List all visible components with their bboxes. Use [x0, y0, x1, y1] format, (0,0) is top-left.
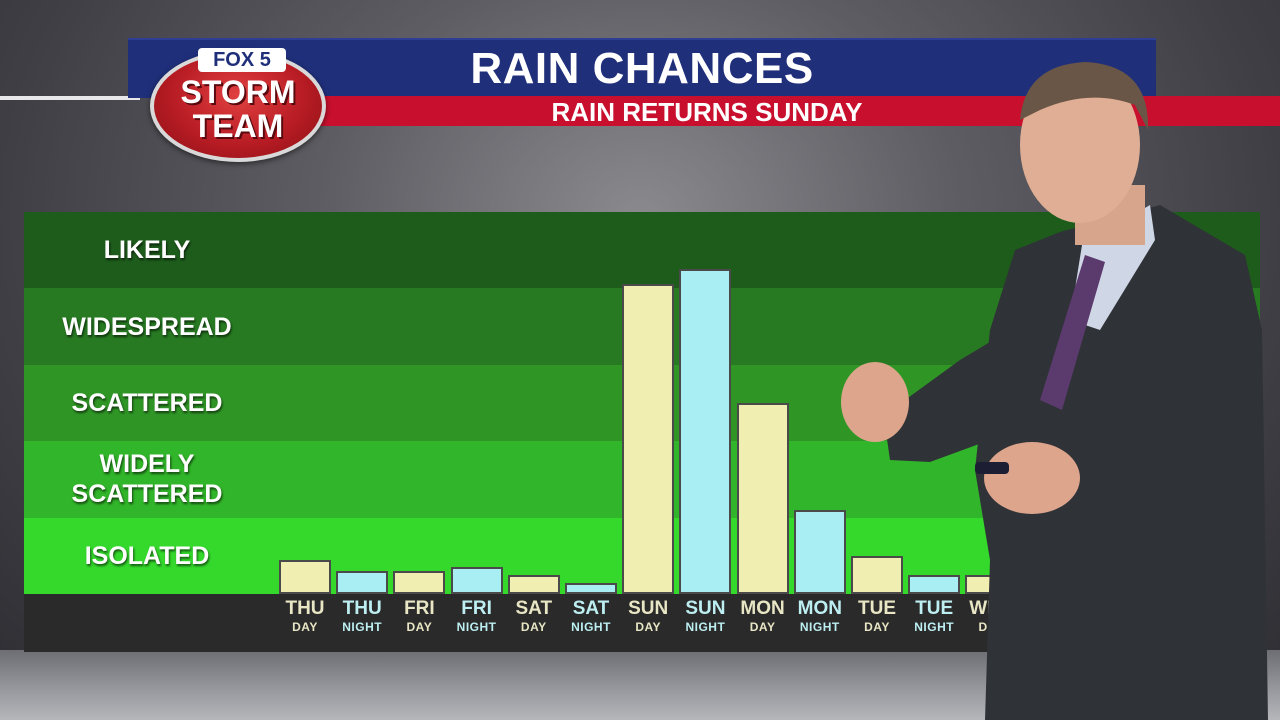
background-streak [0, 96, 140, 100]
x-tick-day: TUE [915, 598, 954, 619]
x-tick-part: NIGHT [571, 620, 611, 634]
bar-tue-night [908, 574, 961, 594]
x-tick-label: TUE DAY [849, 598, 905, 634]
x-tick-label: FRI DAY [391, 598, 447, 634]
x-tick-label: SUN NIGHT [677, 598, 733, 634]
bar-fri-day [393, 571, 446, 594]
fox5-storm-team-logo: FOX 5 STORM TEAM [150, 48, 326, 162]
x-tick-label: MON NIGHT [792, 598, 848, 634]
x-tick-label: TUE NIGHT [906, 598, 962, 634]
x-tick-day: FRI [404, 598, 435, 619]
level-label-line: SCATTERED [71, 389, 223, 417]
bar-sun-day [622, 283, 675, 594]
bar-sat-day [507, 574, 560, 594]
x-tick-day: SAT [572, 598, 610, 619]
level-label: ISOLATED [24, 541, 270, 571]
level-label-line: WIDESPREAD [62, 312, 232, 341]
x-tick-day: THU [285, 598, 325, 619]
x-tick-part: NIGHT [456, 620, 497, 634]
level-label: SCATTERED [24, 388, 270, 418]
bar-mon-day [736, 403, 789, 594]
x-tick-day: SUN [685, 598, 726, 619]
x-tick-day: SAT [515, 598, 553, 619]
x-tick-part: DAY [520, 620, 547, 634]
x-tick-part: DAY [864, 620, 890, 634]
x-tick-label: THU DAY [277, 598, 333, 634]
bar-thu-day [279, 559, 331, 594]
bar-fri-night [450, 567, 503, 594]
level-label-line: WIDELY [99, 450, 195, 479]
level-label-line: SCATTERED [71, 480, 223, 509]
x-tick-day: FRI [461, 598, 492, 619]
chart-title: RAIN CHANCES [470, 44, 814, 93]
x-tick-part: DAY [635, 620, 662, 634]
level-label-line: ISOLATED [84, 541, 210, 570]
x-tick-day: TUE [858, 598, 896, 619]
level-label: LIKELY [24, 235, 270, 265]
x-tick-part: DAY [292, 620, 318, 634]
bar-thu-night [336, 571, 389, 594]
x-tick-label: FRI NIGHT [449, 598, 505, 634]
x-tick-part: NIGHT [342, 620, 383, 634]
bar-mon-night [793, 509, 846, 594]
logo-fox5: FOX 5 [198, 48, 286, 72]
chart-subtitle: RAIN RETURNS SUNDAY [551, 97, 863, 127]
x-tick-part: NIGHT [799, 620, 840, 634]
x-tick-label: THU NIGHT [334, 598, 390, 634]
x-tick-part: NIGHT [685, 620, 726, 634]
x-tick-part: NIGHT [914, 620, 955, 634]
x-tick-day: MON [740, 598, 785, 619]
bar-sat-night [565, 582, 617, 594]
x-tick-label: MON DAY [735, 598, 791, 634]
logo-team: TEAM [192, 108, 284, 144]
bar-tue-day [851, 555, 903, 594]
x-tick-day: SUN [628, 598, 669, 619]
x-tick-day: THU [342, 598, 382, 619]
x-tick-day: MON [797, 598, 842, 619]
level-label: WIDELY SCATTERED [24, 449, 270, 509]
level-label: WIDESPREAD [24, 312, 270, 342]
x-tick-label: SAT DAY [506, 598, 562, 634]
bar-sun-night [679, 268, 732, 594]
x-tick-label: SAT NIGHT [563, 598, 619, 634]
x-tick-label: SUN DAY [620, 598, 676, 634]
x-tick-part: DAY [749, 620, 776, 634]
logo-storm: STORM [180, 74, 296, 110]
x-tick-part: DAY [406, 620, 433, 634]
level-label-line: LIKELY [103, 236, 191, 265]
